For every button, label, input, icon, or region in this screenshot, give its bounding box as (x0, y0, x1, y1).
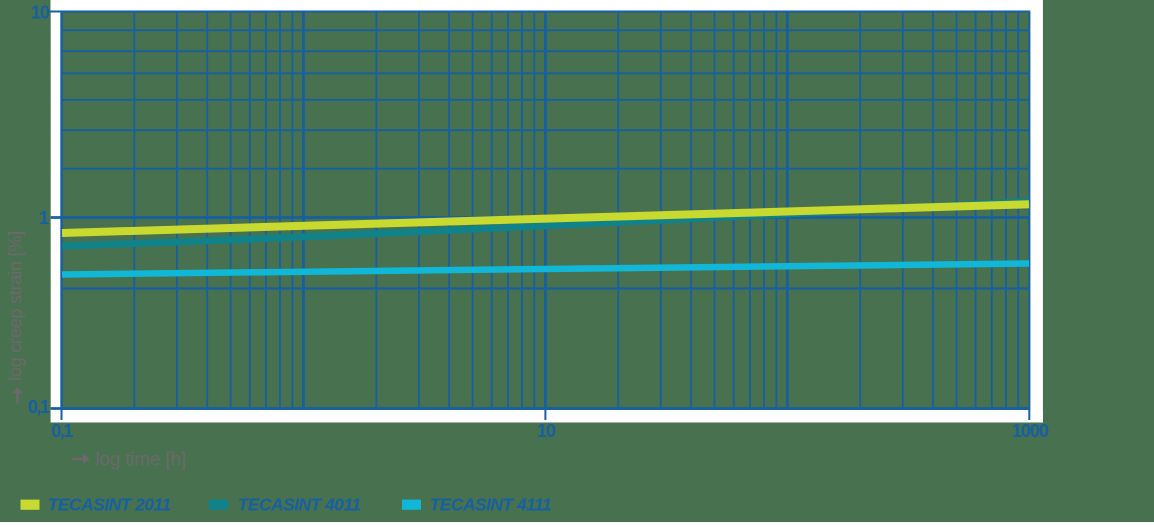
svg-text:1000: 1000 (1012, 421, 1049, 441)
svg-text:log creep strain [%]: log creep strain [%] (6, 231, 26, 381)
svg-text:log time [h]: log time [h] (96, 450, 187, 471)
svg-text:TECASINT 2011: TECASINT 2011 (48, 495, 171, 515)
svg-text:1: 1 (39, 208, 49, 228)
svg-text:10: 10 (31, 3, 50, 23)
svg-text:0,1: 0,1 (28, 397, 50, 417)
svg-text:TECASINT 4011: TECASINT 4011 (238, 495, 361, 515)
svg-text:0,1: 0,1 (51, 421, 73, 441)
svg-text:10: 10 (537, 421, 556, 441)
svg-text:TECASINT 4111: TECASINT 4111 (430, 495, 552, 515)
